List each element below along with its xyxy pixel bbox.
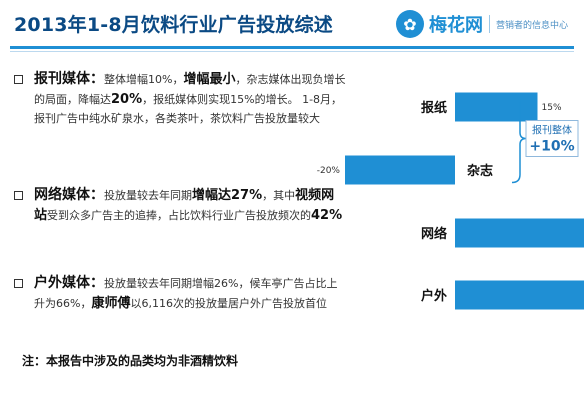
section-online-media: 网络媒体：投放量较去年同期增幅达27%，其中视频网站受到众多广告主的追捧，占比饮…: [14, 186, 346, 225]
section-highlight: 42%: [311, 207, 343, 223]
section-highlight: 康师傅: [91, 295, 131, 311]
logo-divider: [489, 15, 490, 33]
section-outdoor-media: 户外媒体：投放量较去年同期增幅26%，候车亭广告占比上升为66%，康师傅以6,1…: [14, 274, 346, 313]
footnote: 注：本报告中涉及的品类均为非酒精饮料: [22, 354, 239, 368]
value-label-1: -20%: [317, 166, 341, 176]
section-text: 投放量较去年同期增幅26%，候车亭广告占比上升为66%，: [34, 277, 338, 310]
header-rule-thin: [10, 51, 574, 52]
section-text: 整体增幅10%，: [104, 73, 184, 86]
section-text: 投放量较去年同期: [104, 189, 192, 202]
section-print-media: 报刊媒体：整体增幅10%，增幅最小，杂志媒体出现负增长的局面，降幅达20%，报纸…: [14, 70, 346, 129]
logo-name: 梅花网: [429, 15, 483, 36]
logo[interactable]: ✿ 梅花网 营销者的信息中心: [396, 10, 568, 38]
bar-2: [455, 218, 584, 248]
logo-slogan: 营销者的信息中心: [496, 20, 569, 31]
annotation-label: 报刊整体: [532, 124, 572, 137]
section-highlight: 增幅最小: [183, 72, 236, 87]
section-highlight: 20%: [111, 91, 143, 107]
category-label-1: 杂志: [467, 163, 493, 179]
value-label-0: 15%: [542, 103, 562, 113]
bar-1: [345, 155, 455, 185]
section-highlight: 视频网站: [34, 188, 335, 223]
header-rule: [10, 46, 574, 49]
category-label-3: 户外: [421, 288, 447, 304]
section-text: 以6,116次的投放量居户外广告投放首位: [130, 296, 327, 310]
category-label-2: 网络: [421, 226, 447, 242]
flower-icon: ✿: [396, 10, 424, 38]
category-label-0: 报纸: [421, 100, 447, 116]
annotation-box: [525, 120, 579, 157]
bar-0: [455, 92, 538, 122]
annotation-value: +10%: [529, 139, 574, 155]
section-text: ，杂志媒体出现负增长的局面，降幅达: [34, 73, 346, 106]
section-heading: 网络媒体：: [34, 187, 104, 203]
checkbox-bullet-icon: [14, 75, 23, 84]
section-text: 受到众多广告主的追捧，占比饮料行业广告投放频次的: [47, 208, 312, 222]
section-highlight: 增幅达27%: [192, 188, 263, 203]
page-title: 2013年1-8月饮料行业广告投放综述: [14, 14, 334, 36]
section-text: ，其中: [262, 189, 296, 202]
section-heading: 报刊媒体：: [34, 71, 104, 87]
bar-3: [455, 280, 584, 310]
section-heading: 户外媒体：: [34, 275, 104, 291]
section-text: ，报纸媒体则实现15%的增长。 1-8月，报刊广告中纯水矿泉水，各类茶叶，茶饮料…: [34, 92, 343, 126]
checkbox-bullet-icon: [14, 279, 23, 288]
checkbox-bullet-icon: [14, 191, 23, 200]
